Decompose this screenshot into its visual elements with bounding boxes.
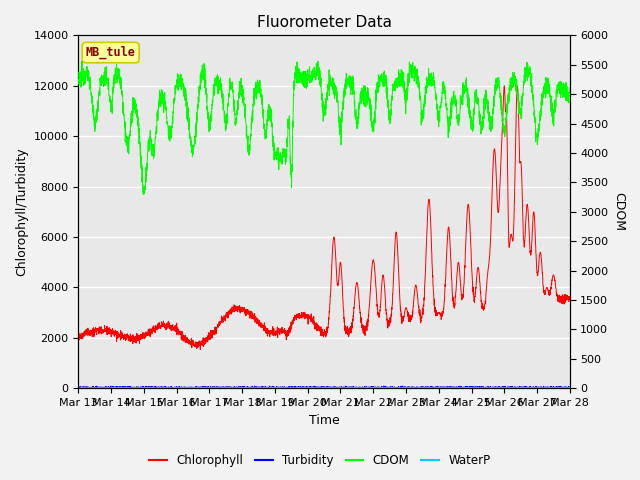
X-axis label: Time: Time <box>308 414 339 427</box>
Title: Fluorometer Data: Fluorometer Data <box>257 15 392 30</box>
Y-axis label: CDOM: CDOM <box>612 192 625 231</box>
Legend: Chlorophyll, Turbidity, CDOM, WaterP: Chlorophyll, Turbidity, CDOM, WaterP <box>145 449 495 472</box>
Y-axis label: Chlorophyll/Turbidity: Chlorophyll/Turbidity <box>15 147 28 276</box>
Text: MB_tule: MB_tule <box>86 46 136 59</box>
